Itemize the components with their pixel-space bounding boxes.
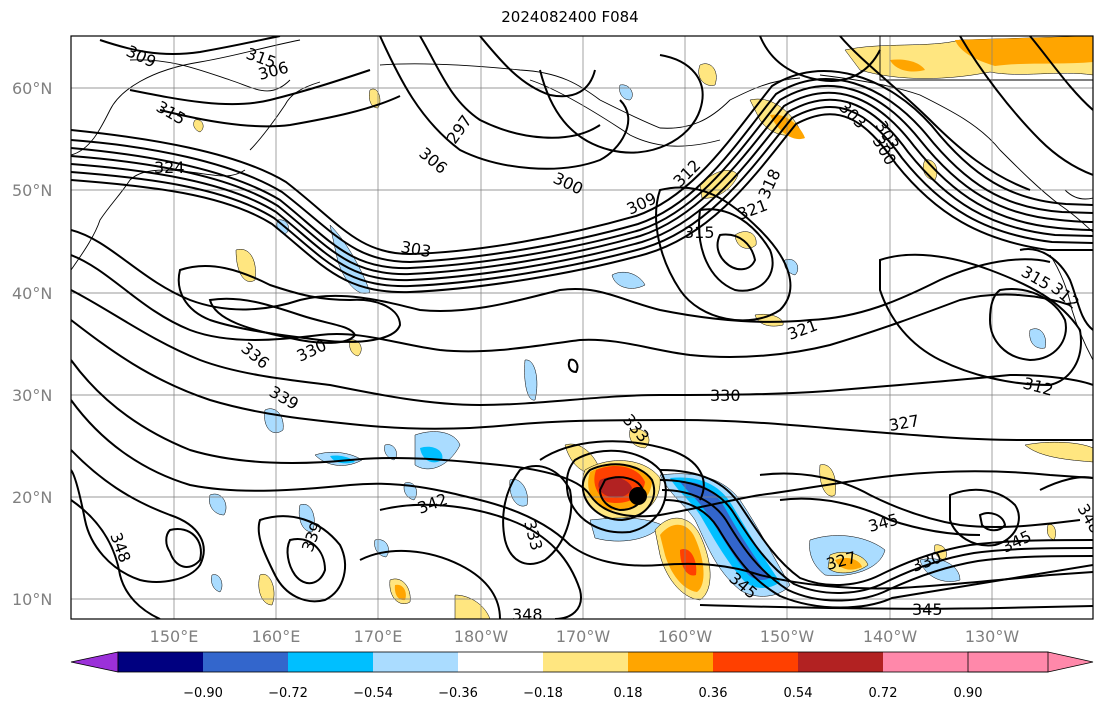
gridlines: [71, 36, 1093, 619]
contour-label: 348: [512, 605, 543, 624]
colorbar: −0.90 −0.72 −0.54 −0.36 −0.18 0.18 0.36 …: [70, 651, 1094, 701]
lon-label: 170°W: [556, 627, 611, 646]
colorbar-tick-label: 0.90: [954, 686, 983, 701]
colorbar-tick-label: −0.18: [523, 686, 563, 701]
latitude-labels: 60°N 50°N 40°N 30°N 20°N 10°N: [12, 79, 52, 609]
contour-label: 330: [710, 386, 741, 405]
colorbar-tick-label: 0.18: [614, 686, 643, 701]
contour-label: 315: [684, 223, 715, 242]
colorbar-tick-label: 0.54: [784, 686, 813, 701]
lat-label: 20°N: [12, 488, 52, 507]
colorbar-segment: [798, 652, 883, 672]
lon-label: 150°W: [760, 627, 815, 646]
lon-label: 140°W: [863, 627, 918, 646]
colorbar-extend-high: [967, 651, 1094, 673]
colorbar-segment: [713, 652, 798, 672]
lon-label: 170°E: [354, 627, 403, 646]
lat-label: 40°N: [12, 284, 52, 303]
colorbar-segment: [543, 652, 628, 672]
lat-label: 50°N: [12, 181, 52, 200]
colorbar-segment: [203, 652, 288, 672]
map-panel: 309 315 306 315 297 306 300 303 309 312 …: [71, 36, 1093, 624]
map-frame: [70, 35, 1094, 620]
storm-center-dot: [629, 487, 647, 505]
colorbar-segment: [458, 652, 543, 672]
colorbar-tick-label: −0.90: [183, 686, 223, 701]
contour-lines: [71, 36, 1093, 619]
colorbar-extend-low: [70, 651, 119, 673]
lon-label: 130°W: [965, 627, 1020, 646]
lon-label: 160°E: [252, 627, 301, 646]
colorbar-tick-label: 0.72: [869, 686, 898, 701]
contour-label-group: 309 315 306 315 297 306 300 303 309 312 …: [106, 41, 1093, 624]
colorbar-segment: [118, 652, 203, 672]
lat-label: 30°N: [12, 386, 52, 405]
lon-label: 160°W: [658, 627, 713, 646]
colorbar-tick-label: −0.36: [438, 686, 478, 701]
map-title: 2024082400 F084: [501, 8, 639, 26]
contour-label: 345: [912, 600, 943, 619]
colorbar-tick-label: −0.54: [353, 686, 393, 701]
colorbar-tick-label: −0.72: [268, 686, 308, 701]
lon-label: 150°E: [150, 627, 199, 646]
colorbar-segment: [288, 652, 373, 672]
colorbar-segment: [628, 652, 713, 672]
lon-label: 180°W: [454, 627, 509, 646]
coastlines: [71, 36, 1093, 361]
colorbar-tick-label: 0.36: [699, 686, 728, 701]
contour-label: 324: [154, 158, 185, 177]
longitude-labels: 150°E 160°E 170°E 180°W 170°W 160°W 150°…: [150, 627, 1020, 646]
lat-label: 60°N: [12, 79, 52, 98]
colorbar-segment: [883, 652, 968, 672]
colorbar-segment: [373, 652, 458, 672]
lat-label: 10°N: [12, 590, 52, 609]
